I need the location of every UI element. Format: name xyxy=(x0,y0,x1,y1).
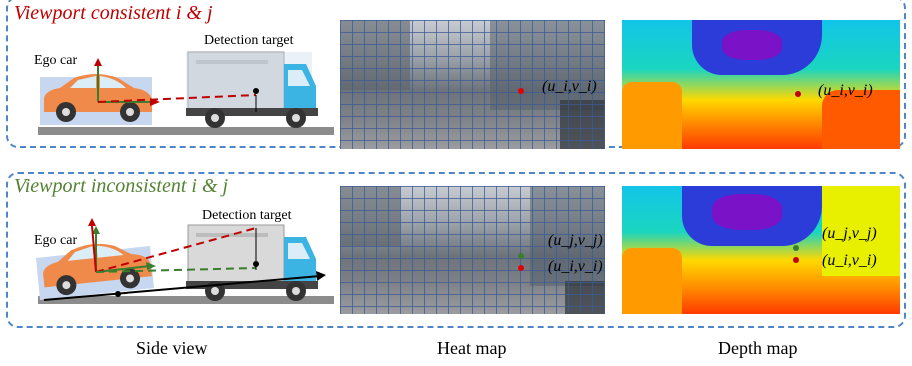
heat-point-i xyxy=(518,88,524,94)
inconsistent-title: Viewport inconsistent i & j xyxy=(14,175,229,197)
top-depth-point-label: (u_i,v_i) xyxy=(818,82,873,99)
ground-road xyxy=(38,127,334,135)
bottom-depth-label-j: (u_j,v_j) xyxy=(822,225,877,242)
heat-point-j xyxy=(518,253,524,259)
bottom-detection-target-label: Detection target xyxy=(202,208,292,223)
top-detection-target-label: Detection target xyxy=(204,33,294,48)
depth-point-i xyxy=(795,91,801,97)
ground-road xyxy=(38,296,334,304)
caption-heat-map: Heat map xyxy=(437,338,507,358)
caption-side-view: Side view xyxy=(136,338,208,358)
depth-point-j xyxy=(793,245,799,251)
consistent-title: Viewport consistent i & j xyxy=(14,2,213,24)
caption-depth-map: Depth map xyxy=(718,338,798,358)
bottom-side-view xyxy=(36,218,334,304)
viewport-inconsistent-panel xyxy=(6,172,906,328)
bottom-heat-map xyxy=(340,186,605,314)
top-heat-map xyxy=(340,20,605,149)
top-ego-car-label: Ego car xyxy=(34,53,78,68)
top-depth-map xyxy=(622,20,900,149)
bottom-ego-car-label: Ego car xyxy=(34,233,78,248)
top-heat-point-label: (u_i,v_i) xyxy=(542,78,597,95)
bottom-heat-label-j: (u_j,v_j) xyxy=(548,232,603,249)
heat-point-i xyxy=(518,265,524,271)
depth-point-i xyxy=(793,257,799,263)
top-side-view xyxy=(38,51,334,135)
bottom-heat-label-i: (u_i,v_i) xyxy=(548,258,603,275)
bottom-depth-map xyxy=(622,186,900,314)
bottom-depth-label-i: (u_i,v_i) xyxy=(822,252,877,269)
